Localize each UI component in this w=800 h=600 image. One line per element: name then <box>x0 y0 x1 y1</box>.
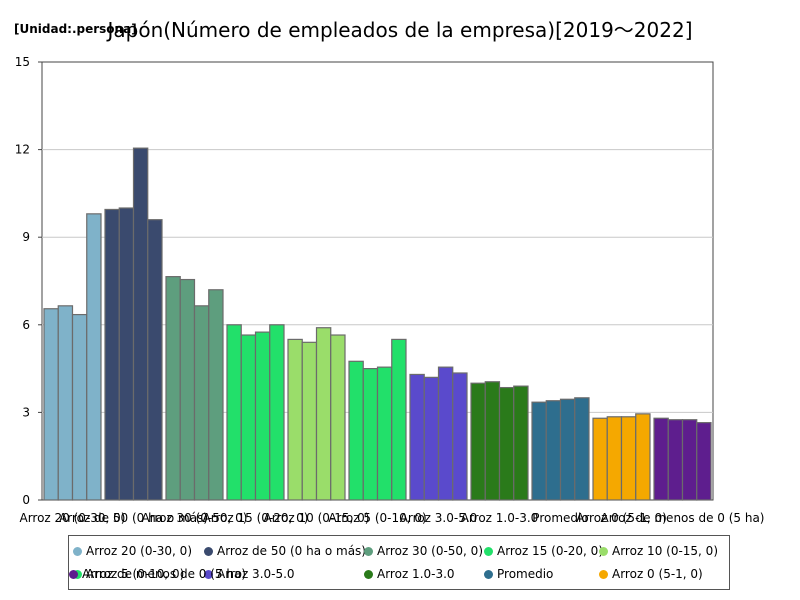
x-tick-label: Arroz 3.0-5.0 <box>400 511 478 525</box>
legend-swatch <box>204 546 213 556</box>
bar <box>653 417 669 501</box>
bar <box>452 372 468 501</box>
bar <box>165 276 181 501</box>
bar <box>315 327 332 501</box>
bar <box>43 308 59 501</box>
bar <box>635 413 651 501</box>
bar <box>193 305 210 501</box>
bar <box>86 213 102 501</box>
bar <box>118 207 135 501</box>
x-tick-label: Arroz de 50 (0 ha o más) <box>59 511 208 525</box>
bar <box>559 398 576 501</box>
bar <box>179 278 196 501</box>
legend-label: Arroz 1.0-3.0 <box>377 567 455 581</box>
x-tick-label: Arroz 1.0-3.0 <box>461 511 539 525</box>
y-tick-label: 3 <box>22 405 30 419</box>
x-tick-label: Arroz de menos de 0 (5 ha) <box>601 511 765 525</box>
legend-label: Arroz 0 (5-1, 0) <box>612 567 703 581</box>
y-tick-label: 0 <box>22 493 30 507</box>
bar <box>681 419 698 501</box>
x-tick-label: Arroz 30 (0-50, 0) <box>141 511 247 525</box>
legend-label: Arroz 5 (0-10, 0) <box>86 567 185 581</box>
bar <box>132 147 149 501</box>
bar <box>287 338 303 501</box>
bar <box>301 341 318 501</box>
legend-swatch <box>484 569 493 579</box>
y-tick-label: 15 <box>15 55 30 69</box>
bar <box>71 313 88 501</box>
bar <box>409 373 425 501</box>
legend-item: Arroz 20 (0-30, 0) <box>73 544 192 558</box>
bar <box>574 397 590 501</box>
bar <box>437 366 454 501</box>
bar <box>470 382 486 501</box>
bar <box>240 334 257 501</box>
legend-label: Arroz de 50 (0 ha o más) <box>217 544 366 558</box>
legend-label: Arroz 20 (0-30, 0) <box>86 544 193 558</box>
bar <box>545 400 562 501</box>
legend-swatch <box>599 569 608 579</box>
legend-swatch <box>204 569 213 579</box>
legend-label: Arroz 3.0-5.0 <box>217 567 295 581</box>
unit-label: [Unidad:.persona] <box>14 22 137 36</box>
bar <box>423 376 440 501</box>
legend-swatch <box>73 546 82 556</box>
legend-item: Arroz de menos de 0 (5 ha) <box>69 567 246 581</box>
legend-swatch <box>364 546 373 556</box>
bar <box>484 381 501 501</box>
bar <box>226 324 242 501</box>
legend-item: Arroz 15 (0-20, 0) <box>484 544 603 558</box>
legend-swatch <box>484 546 493 556</box>
legend-item: Arroz 1.0-3.0 <box>364 567 455 581</box>
legend-item: Promedio <box>484 567 553 581</box>
legend-item: Arroz 3.0-5.0 <box>204 567 295 581</box>
bar <box>208 289 224 501</box>
bar <box>667 419 684 501</box>
bar <box>606 416 623 501</box>
y-tick-label: 6 <box>22 318 30 332</box>
legend-item: Arroz 30 (0-50, 0) <box>364 544 483 558</box>
x-tick-label: Arroz 0 (5-1, 0) <box>576 511 667 525</box>
bar <box>696 422 712 501</box>
bar <box>362 368 379 501</box>
x-tick-label: Arroz 20 (0-30, 0) <box>19 511 125 525</box>
bar <box>513 385 529 501</box>
x-tick-label: Promedio <box>532 511 588 525</box>
legend-item: Arroz 0 (5-1, 0) <box>599 567 703 581</box>
legend-label: Arroz 10 (0-15, 0) <box>612 544 719 558</box>
legend-swatch <box>599 546 608 556</box>
legend-swatch <box>364 569 373 579</box>
bar <box>330 334 346 501</box>
bar <box>269 324 285 501</box>
bar <box>254 331 271 501</box>
bar <box>592 417 608 501</box>
bar <box>57 305 74 501</box>
bar <box>620 416 637 501</box>
x-tick-label: Arroz 5 (0-10, 0) <box>328 511 426 525</box>
legend-item: Arroz de 50 (0 ha o más) <box>204 544 366 558</box>
legend-swatch <box>69 569 78 579</box>
bar <box>376 366 393 501</box>
bar <box>147 219 163 501</box>
legend-label: Promedio <box>497 567 554 581</box>
y-tick-label: 9 <box>22 230 30 244</box>
x-tick-label: Arroz 15 (0-20, 0) <box>202 511 308 525</box>
bar <box>391 338 407 501</box>
chart-title: Japón(Número de empleados de la empresa)… <box>107 18 693 42</box>
y-tick-label: 12 <box>15 143 30 157</box>
bar <box>104 208 120 501</box>
legend-label: Arroz de menos de 0 (5 ha) <box>82 567 246 581</box>
legend-label: Arroz 15 (0-20, 0) <box>497 544 604 558</box>
legend: Arroz 20 (0-30, 0) Arroz de 50 (0 ha o má… <box>68 535 730 590</box>
legend-label: Arroz 30 (0-50, 0) <box>377 544 484 558</box>
x-tick-label: Arroz 10 (0-15, 0) <box>263 511 369 525</box>
bar <box>498 386 515 501</box>
bar <box>531 401 547 501</box>
bar <box>348 360 364 501</box>
legend-item: Arroz 10 (0-15, 0) <box>599 544 718 558</box>
